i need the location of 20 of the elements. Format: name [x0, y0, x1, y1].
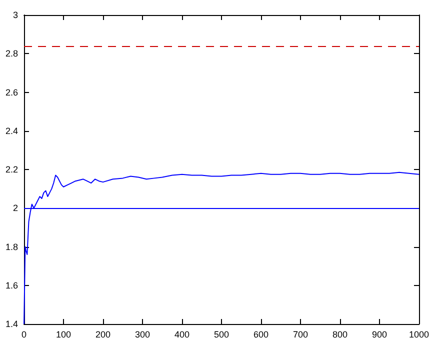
y-tick-label: 1.6: [5, 280, 18, 290]
y-tick-label: 3: [12, 10, 18, 20]
x-tick-label: 400: [174, 330, 190, 340]
x-tick-label: 500: [214, 330, 230, 340]
y-tick-label: 1.8: [5, 242, 18, 252]
x-tick-label: 200: [95, 330, 111, 340]
y-tick-label: 2.8: [5, 48, 18, 59]
y-tick-label: 2.4: [5, 126, 18, 136]
y-tick-label: 2.2: [5, 164, 18, 174]
y-tick-label: 2: [12, 203, 18, 214]
x-tick-label: 700: [292, 330, 308, 340]
x-tick-label: 900: [372, 330, 388, 340]
x-tick-label: 100: [56, 330, 72, 340]
x-tick-label: 0: [21, 330, 27, 340]
x-tick-label: 600: [253, 330, 269, 340]
x-tick-label: 800: [332, 330, 348, 340]
y-tick-label: 1.4: [5, 319, 18, 329]
x-tick-label: 300: [134, 330, 150, 340]
y-tick-label: 2.6: [5, 87, 18, 98]
x-tick-label: 1000: [408, 330, 430, 340]
